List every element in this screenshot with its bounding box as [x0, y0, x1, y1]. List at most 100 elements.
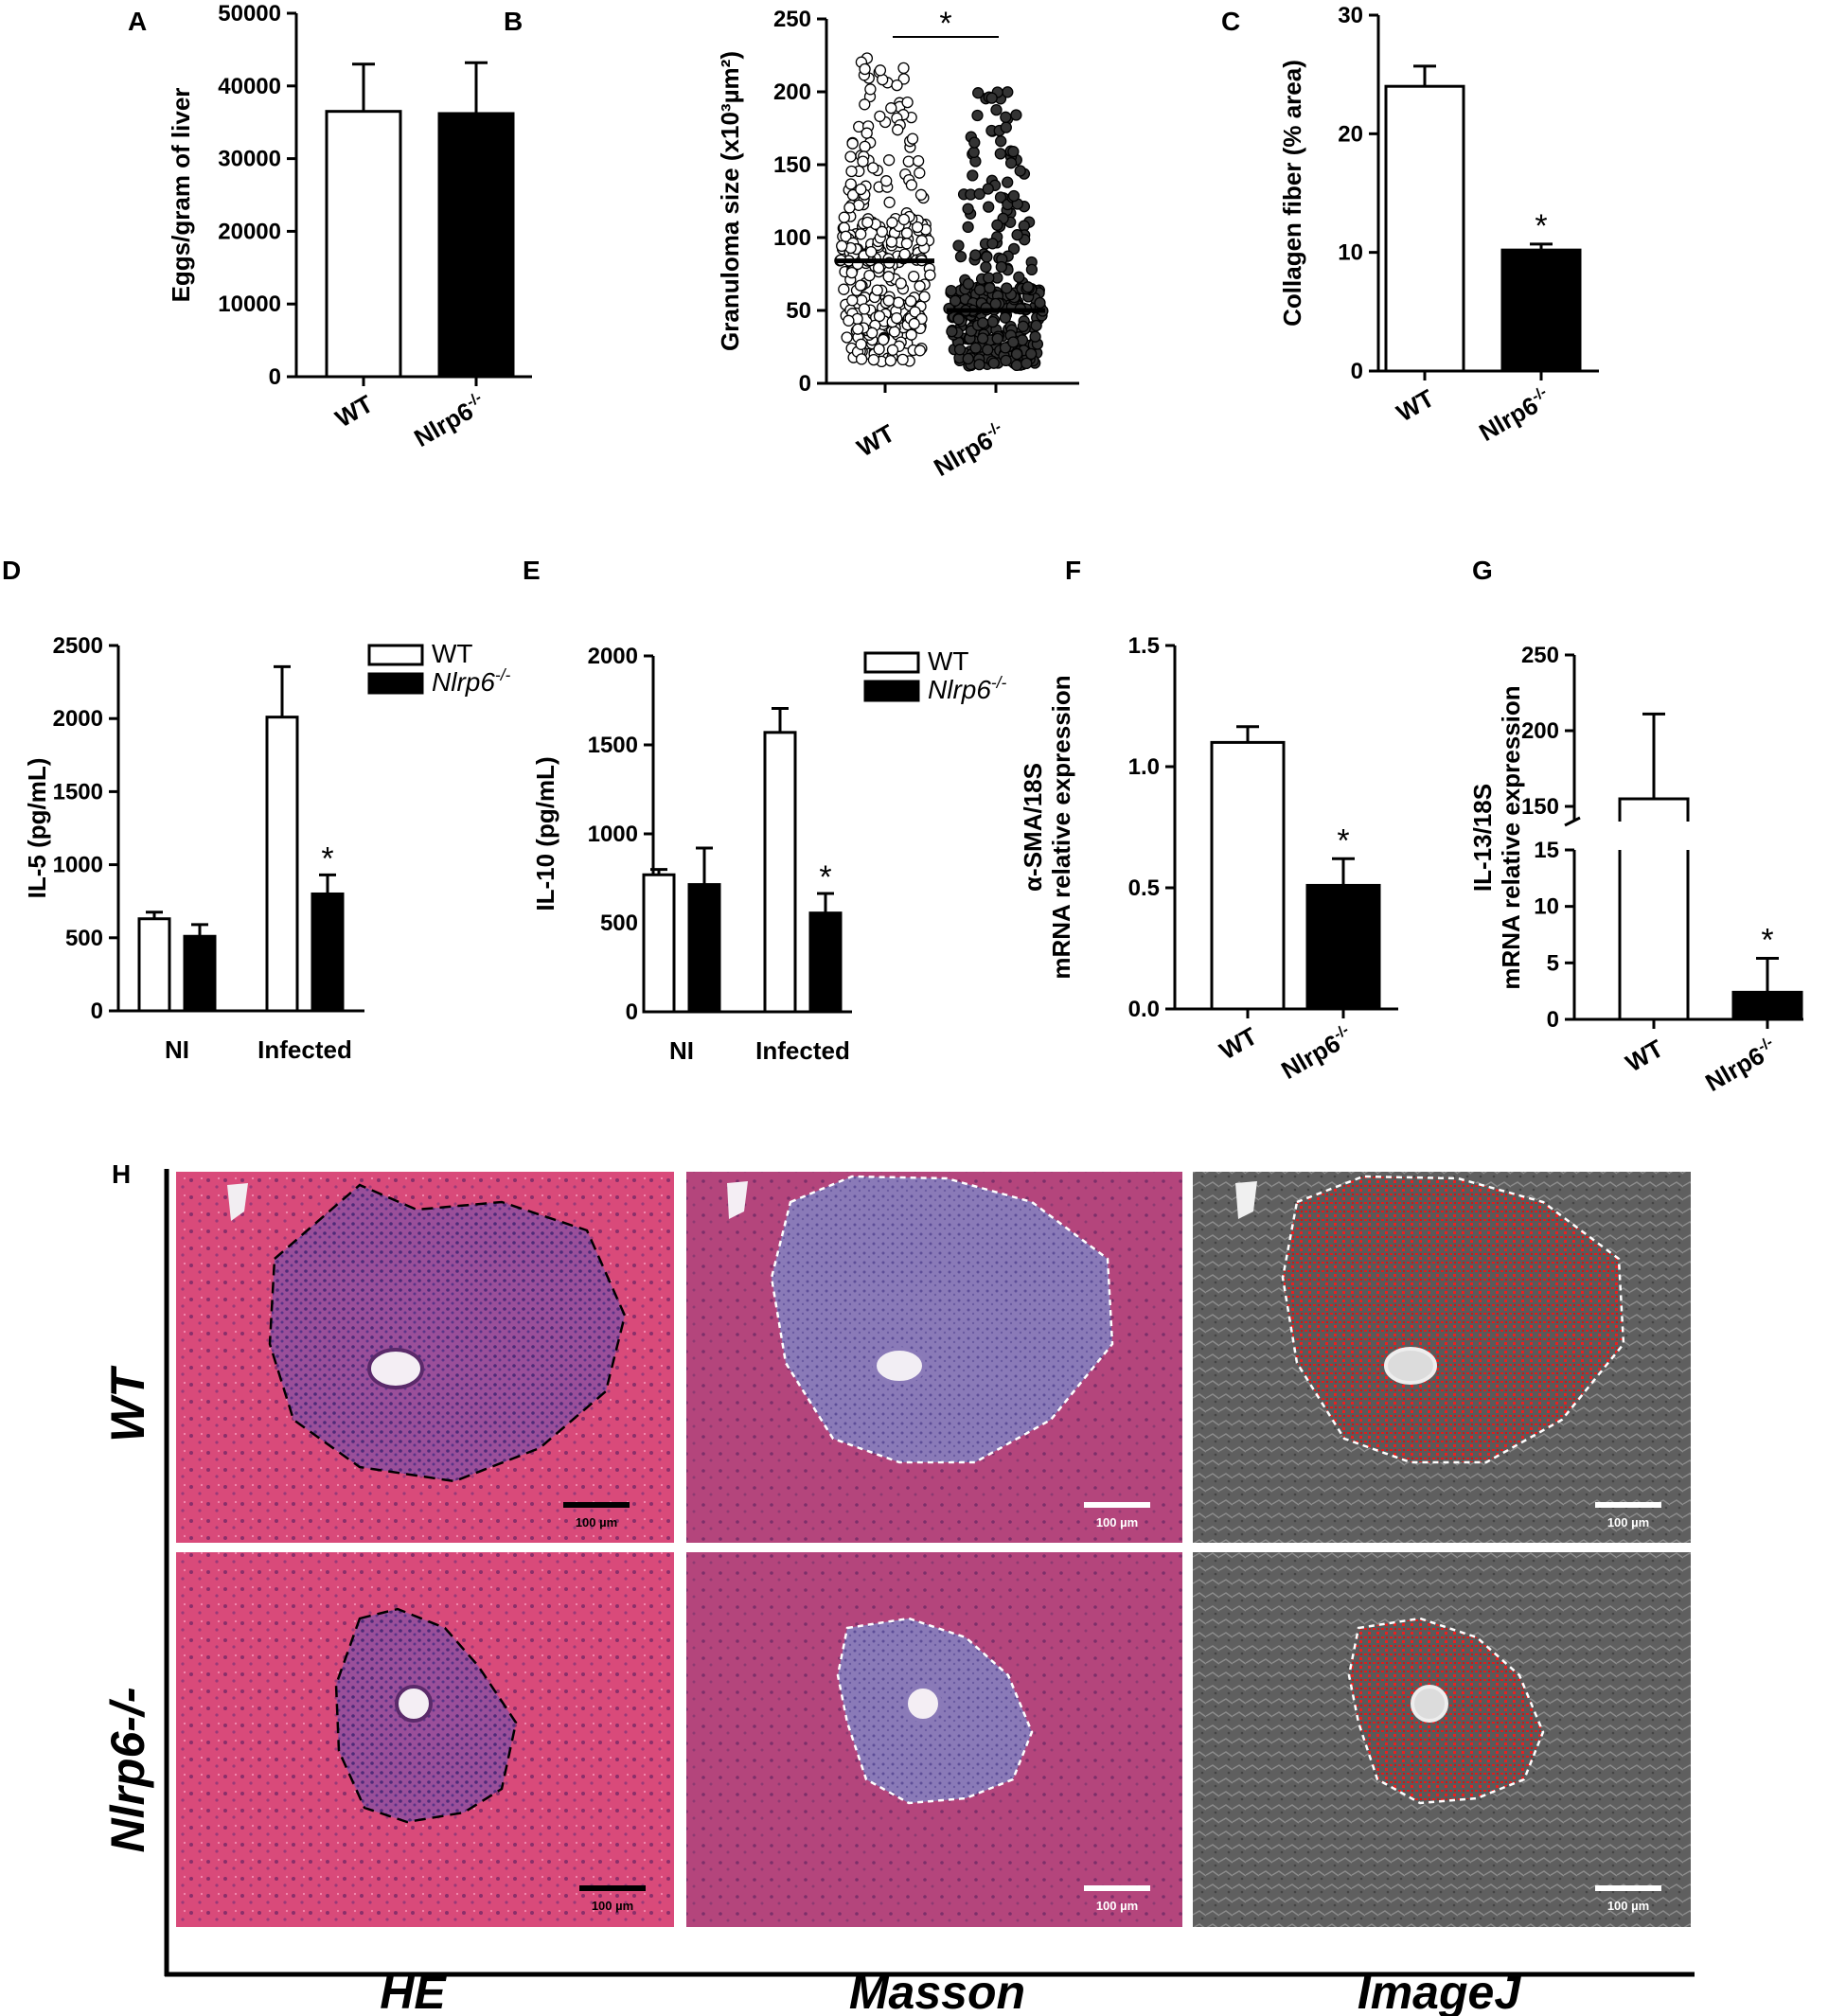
panel-letter-g: G [1472, 556, 1493, 585]
data-point [1007, 336, 1020, 348]
data-point [888, 326, 901, 338]
chart-a: 0 10000 20000 30000 40000 50000 WT Nlrp6-/- Eggs… [167, 1, 532, 452]
data-point [872, 261, 885, 274]
data-point [861, 216, 874, 229]
data-point [885, 236, 898, 248]
data-point [967, 146, 980, 159]
data-point [980, 260, 992, 274]
data-point [892, 296, 905, 309]
data-point [976, 332, 989, 345]
data-point [882, 294, 895, 307]
bar [137, 917, 171, 1013]
data-point [876, 225, 888, 238]
significance-marker: * [939, 6, 951, 42]
data-point [908, 270, 920, 283]
x-tick-label: Nlrp6-/- [929, 418, 1010, 482]
panel-letter-c: C [1221, 7, 1240, 36]
data-point [845, 266, 858, 279]
data-point [973, 284, 986, 296]
data-point [841, 331, 853, 344]
data-point [984, 282, 996, 294]
data-point [882, 271, 895, 283]
data-point [863, 269, 876, 282]
data-point [900, 238, 914, 250]
data-point [991, 332, 1003, 345]
bar [1384, 84, 1465, 373]
data-point [858, 303, 871, 315]
data-point [900, 227, 914, 239]
data-point [1025, 263, 1038, 276]
y-axis-label: Eggs/gram of liver [167, 88, 195, 303]
data-point [886, 217, 898, 229]
y-tick-label: 50000 [218, 1, 281, 27]
data-point [867, 162, 879, 174]
data-point [954, 250, 967, 263]
data-point [859, 98, 871, 111]
data-point [1002, 86, 1014, 98]
data-point [897, 62, 910, 75]
data-point [962, 203, 974, 215]
col-label-masson: Masson [849, 1966, 1025, 2016]
x-tick-label: NI [165, 1035, 189, 1064]
data-point [852, 323, 864, 335]
y-axis-label: IL-5 (pg/mL) [23, 758, 51, 899]
bar [437, 112, 515, 379]
y-tick-label: 1.5 [1128, 633, 1160, 659]
y-tick-label: 0.0 [1128, 997, 1160, 1022]
data-point [843, 314, 855, 327]
data-point [840, 230, 852, 242]
data-point [854, 279, 867, 292]
x-tick-label: Infected [755, 1036, 850, 1065]
data-point [857, 155, 869, 168]
data-point [977, 317, 989, 329]
y-tick-label: 150 [773, 152, 811, 178]
data-point [969, 342, 982, 354]
panel-letter-b: B [504, 7, 523, 36]
y-tick-label: 200 [773, 80, 811, 105]
data-point [873, 309, 886, 323]
micrograph-wt-masson: 100 µm [686, 1172, 1182, 1543]
data-point [971, 109, 984, 122]
panel-letter-e: E [523, 556, 541, 585]
panel-letter-h: H [112, 1159, 131, 1189]
data-point [1000, 111, 1012, 123]
y-tick-label: 150 [1521, 794, 1559, 820]
y-tick-label: 250 [773, 7, 811, 32]
bar [311, 892, 345, 1013]
data-point [865, 245, 878, 258]
data-point [924, 269, 936, 281]
chart-d: 0 500 1000 1500 2000 2500 NI * Infected WTNlrp6-/… [23, 633, 511, 1064]
x-tick-label: WT [1392, 383, 1439, 427]
bar [265, 716, 299, 1013]
y-tick-label: 50 [786, 298, 811, 324]
col-label-imagej: ImageJ [1358, 1966, 1522, 2016]
micrograph-wt-he: 100 µm [176, 1172, 674, 1543]
data-point [898, 248, 911, 260]
data-point [962, 277, 975, 291]
data-point [967, 169, 979, 182]
data-point [1004, 157, 1018, 169]
data-point [911, 221, 924, 234]
y-tick-label: 20000 [218, 219, 281, 244]
bar [1500, 248, 1582, 373]
data-point [908, 317, 920, 330]
data-point [901, 96, 914, 109]
data-point [999, 342, 1012, 354]
data-point [973, 358, 985, 371]
data-point [991, 219, 1003, 231]
data-point [891, 311, 903, 325]
data-point [845, 165, 858, 178]
data-point [972, 87, 985, 99]
data-point [855, 183, 867, 196]
row-label-wt: WT [101, 1365, 154, 1442]
x-tick-label: NI [669, 1036, 694, 1065]
data-point [1011, 229, 1023, 241]
y-tick-label: 1000 [588, 822, 638, 847]
data-point [882, 154, 896, 167]
data-point [1001, 282, 1013, 294]
data-point [995, 260, 1007, 274]
data-point [995, 135, 1007, 148]
x-tick-label: Nlrp6-/- [1700, 1034, 1782, 1097]
y-tick-label: 0.5 [1128, 875, 1160, 901]
